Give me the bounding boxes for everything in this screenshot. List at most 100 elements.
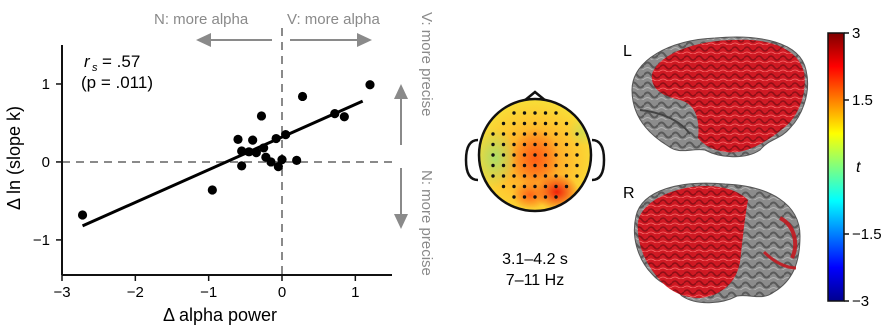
electrode-dot	[522, 163, 527, 168]
left-ear-icon	[464, 138, 479, 182]
data-point	[207, 185, 217, 195]
electrode-dot	[491, 163, 495, 168]
electrode-dot	[522, 174, 527, 178]
electrode-dot	[575, 174, 579, 178]
electrode-dot	[564, 163, 569, 168]
electrode-dot	[543, 174, 548, 178]
arrow-label-left: N: more alpha	[154, 11, 249, 28]
electrode-dot	[522, 184, 527, 189]
x-tick-label: 1	[351, 284, 359, 301]
frequency-band-label: 7–11 Hz	[506, 272, 564, 289]
data-point	[256, 111, 267, 121]
electrode-dot	[512, 174, 516, 178]
color-scale-bar: 3 1.5 −1.5 −3 t	[827, 25, 882, 310]
electrode-dot	[564, 184, 569, 189]
electrode-dot	[512, 195, 516, 199]
arrow-label-up: V: more precise	[418, 12, 435, 116]
electrode-dot	[501, 174, 506, 178]
electrode-dot	[512, 132, 516, 136]
colorbar-ticks: 3 1.5 −1.5 −3	[844, 25, 882, 310]
electrode-sites	[491, 111, 579, 199]
right-hemisphere-brain	[633, 182, 801, 304]
electrode-dot	[533, 184, 537, 189]
electrode-dot	[533, 195, 537, 199]
electrode-dot	[533, 163, 537, 168]
electrode-dot	[533, 174, 537, 178]
data-point	[339, 112, 349, 122]
electrode-dot	[554, 121, 558, 126]
electrode-dot	[501, 184, 506, 189]
electrode-dot	[554, 142, 558, 147]
cortical-surface-maps: L R	[623, 36, 809, 304]
scalp-topography: 3.1–4.2 s 7–11 Hz	[464, 90, 606, 289]
x-axis-label: Δ alpha power	[163, 305, 277, 325]
data-point	[248, 135, 258, 145]
stat-r-symbol: r	[84, 52, 91, 71]
electrode-dot	[522, 195, 527, 199]
electrode-dot	[533, 111, 537, 115]
electrode-dot	[543, 121, 548, 126]
electrode-dot	[575, 153, 579, 157]
data-point	[292, 155, 302, 165]
data-point	[266, 157, 276, 167]
data-point	[365, 80, 375, 90]
right-hemisphere-label: R	[623, 185, 635, 202]
electrode-dot	[554, 195, 558, 199]
electrode-dot	[575, 132, 579, 136]
electrode-dot	[491, 153, 495, 157]
data-point	[237, 161, 247, 171]
electrode-dot	[533, 142, 537, 147]
electrode-dot	[512, 121, 516, 126]
head-outline	[477, 97, 593, 213]
electrode-dot	[543, 163, 548, 168]
arrow-label-down: N: more precise	[418, 170, 435, 276]
electrode-dot	[512, 184, 516, 189]
electrode-dot	[554, 163, 558, 168]
electrode-dot	[501, 163, 506, 168]
regression-fit-line	[81, 99, 364, 228]
right-ear-icon	[591, 138, 606, 182]
stat-p-value: (p = .011)	[81, 73, 153, 92]
electrode-dot	[501, 153, 506, 157]
electrode-dot	[554, 153, 558, 157]
electrode-dot	[554, 132, 558, 136]
electrode-dot	[564, 132, 569, 136]
axis-ticks: −3 −2 −1 0 1 −1 0 1	[33, 76, 360, 301]
electrode-dot	[501, 142, 506, 147]
electrode-dot	[564, 174, 569, 178]
time-window-label: 3.1–4.2 s	[502, 251, 568, 268]
y-axis-label: Δ ln (slope k)	[4, 106, 24, 210]
x-tick-label: −2	[127, 284, 144, 301]
data-point	[233, 134, 243, 144]
electrode-dot	[554, 184, 558, 189]
arrow-label-right: V: more alpha	[287, 11, 380, 28]
left-hemisphere-brain	[631, 36, 809, 158]
electrode-dot	[491, 174, 495, 178]
colorbar-tick-label: 3	[852, 25, 860, 42]
electrode-dot	[543, 184, 548, 189]
electrode-dot	[564, 121, 569, 126]
electrode-dot	[533, 132, 537, 136]
electrode-dot	[543, 195, 548, 199]
colorbar-tick-label: −1.5	[852, 226, 882, 243]
electrode-dot	[501, 132, 506, 136]
y-tick-label: 1	[42, 76, 50, 93]
arrow-left-icon	[196, 33, 272, 47]
data-point	[273, 162, 283, 172]
electrode-dot	[575, 163, 579, 168]
data-point	[77, 210, 88, 220]
electrode-dot	[543, 142, 548, 147]
arrow-right-icon	[290, 33, 372, 47]
arrow-up-icon	[394, 84, 408, 145]
electrode-dot	[543, 153, 548, 157]
electrode-dot	[512, 153, 516, 157]
stat-r-value: = .57	[102, 52, 140, 71]
data-point	[297, 91, 308, 102]
y-tick-label: 0	[42, 154, 50, 171]
colorbar-tick-label: −3	[852, 293, 869, 310]
electrode-dot	[491, 142, 495, 147]
electrode-dot	[564, 142, 569, 147]
electrode-dot	[543, 111, 548, 115]
electrode-dot	[512, 163, 516, 168]
